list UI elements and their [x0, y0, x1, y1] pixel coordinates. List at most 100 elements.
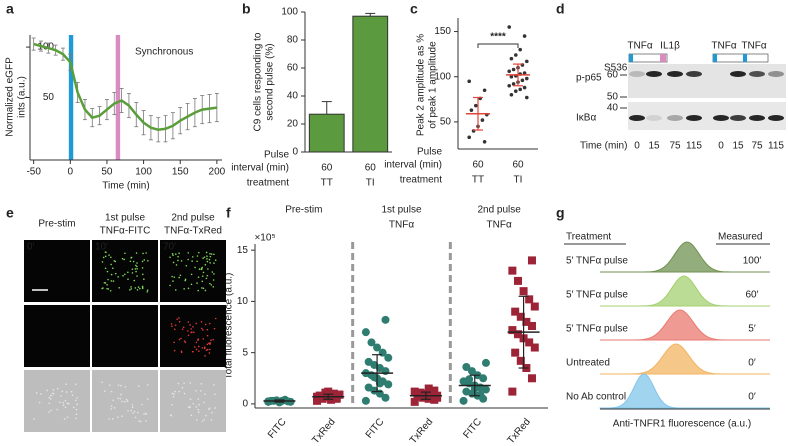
speckle — [101, 261, 104, 263]
point — [476, 390, 485, 399]
speckle — [210, 419, 213, 421]
speckle — [120, 393, 122, 396]
speckle — [192, 402, 194, 405]
point — [467, 79, 472, 84]
point — [482, 139, 487, 144]
speckle — [195, 389, 197, 392]
time-label: 0 — [634, 141, 640, 152]
speckle — [196, 260, 198, 263]
speckle — [70, 390, 73, 393]
x-axis-label: Anti-TNFR1 fluorescence (a.u.) — [613, 419, 751, 430]
speckle — [183, 382, 185, 384]
speckle — [176, 318, 178, 320]
speckle — [110, 405, 113, 407]
speckle — [203, 256, 206, 258]
speckle — [106, 283, 108, 286]
speckle — [48, 396, 51, 399]
point — [525, 338, 534, 347]
speckle — [108, 254, 110, 256]
image-tile — [24, 370, 90, 432]
speckle — [201, 266, 204, 269]
speckle — [131, 404, 134, 406]
speckle — [198, 350, 200, 352]
interval-label: 60 — [365, 163, 377, 174]
speckle — [104, 267, 107, 270]
speckle — [134, 287, 137, 289]
band — [749, 115, 765, 121]
speckle — [197, 289, 200, 292]
point — [424, 384, 433, 393]
band — [730, 71, 746, 77]
speckle — [48, 411, 50, 413]
x-axis-label: interval (min) — [231, 163, 289, 174]
image-tile — [92, 305, 158, 367]
speckle — [187, 334, 190, 337]
speckle — [110, 390, 113, 393]
point — [508, 266, 517, 275]
speckle — [102, 287, 104, 289]
time-label: 115 — [768, 141, 784, 152]
speckle — [205, 251, 208, 254]
speckle — [52, 388, 55, 391]
speckle — [211, 411, 213, 414]
speckle — [185, 264, 188, 267]
speckle — [174, 289, 177, 291]
speckle — [62, 401, 64, 404]
speckle — [212, 338, 214, 341]
speckle — [141, 285, 144, 288]
point — [361, 396, 370, 405]
pulse — [68, 35, 74, 160]
column-header: Pre-stim — [38, 219, 75, 230]
speckle — [184, 279, 187, 282]
speckle — [137, 286, 140, 288]
speckle — [124, 386, 127, 388]
interval-label: 60 — [321, 163, 333, 174]
speckle — [110, 280, 113, 282]
speckle — [61, 390, 64, 393]
speckle — [206, 343, 209, 346]
speckle — [201, 329, 204, 331]
speckle — [136, 262, 138, 264]
speckle — [146, 290, 149, 293]
time-axis-label: Time (min) — [580, 141, 627, 152]
speckle — [197, 398, 200, 400]
point — [520, 78, 525, 83]
speckle — [210, 339, 212, 341]
speckle — [111, 418, 114, 420]
pulse-box — [712, 53, 769, 63]
speckle — [35, 392, 38, 394]
speckle — [76, 397, 79, 399]
speckle — [129, 260, 132, 263]
speckle — [206, 255, 208, 257]
speckle — [187, 252, 190, 254]
treatment-label: TNFα — [741, 41, 766, 52]
panel-label: f — [226, 205, 231, 221]
band — [629, 71, 645, 77]
speckle — [74, 399, 77, 402]
speckle — [133, 410, 136, 413]
speckle — [75, 417, 77, 420]
speckle — [208, 352, 211, 354]
panel-label: e — [6, 205, 14, 221]
y-tick-label: 20 — [287, 119, 299, 130]
y-tick-label: 5 — [242, 347, 248, 358]
speckle — [171, 325, 173, 328]
speckle — [191, 331, 193, 333]
speckle — [183, 340, 186, 342]
point — [413, 390, 422, 399]
speckle — [124, 252, 126, 255]
histogram — [600, 309, 770, 341]
category-label: TT — [472, 175, 484, 186]
speckle — [141, 260, 144, 263]
point — [433, 393, 442, 402]
point — [367, 338, 376, 347]
speckle — [111, 267, 114, 269]
speckle — [106, 287, 108, 290]
x-tick-label: -50 — [26, 167, 41, 178]
speckle — [183, 392, 186, 395]
point — [313, 396, 322, 405]
speckle — [64, 406, 67, 409]
pulse-mark — [660, 54, 666, 62]
speckle — [195, 322, 198, 325]
speckle — [191, 256, 194, 258]
